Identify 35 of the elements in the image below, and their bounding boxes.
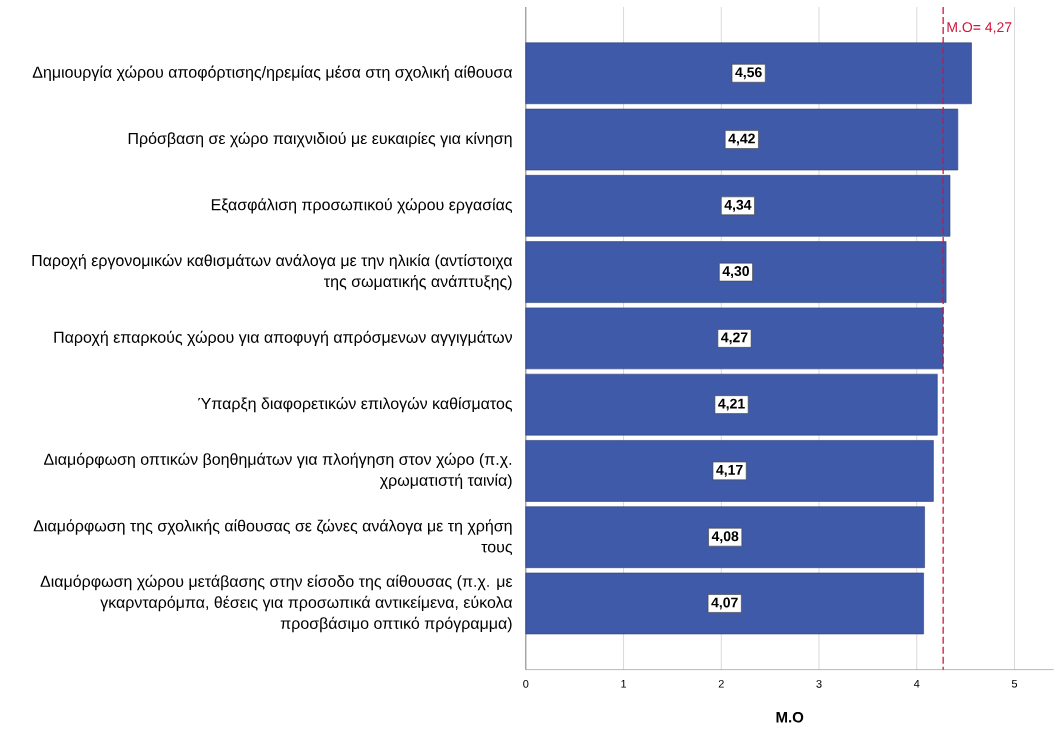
data-label: 4,08 bbox=[711, 531, 739, 544]
bar bbox=[525, 175, 951, 237]
data-label: 4,34 bbox=[724, 199, 752, 212]
bar bbox=[525, 42, 972, 105]
y-tick-label: Διαμόρφωση οπτικών βοηθημάτων για πλοήγηση στον χώρο (π.χ. χρωματιστή ταινία) bbox=[43, 452, 512, 490]
x-tick-label: 1 bbox=[621, 680, 627, 688]
data-label: 4,27 bbox=[721, 332, 748, 345]
y-tick-label: Διαμόρφωση της σχολικής αίθουσας σε ζώνες ανάλογα με τη χρήση τους bbox=[33, 519, 513, 556]
x-tick-label: 5 bbox=[1011, 680, 1018, 688]
x-tick-label: 0 bbox=[523, 680, 529, 688]
x-tick-label: 2 bbox=[718, 680, 724, 688]
bar bbox=[525, 440, 934, 502]
data-label: 4,17 bbox=[716, 465, 743, 477]
x-tick-label: 4 bbox=[913, 680, 920, 688]
data-label: 4,07 bbox=[711, 597, 738, 610]
y-tick-label: Δημιουργία χώρου αποφόρτισης/ηρεμίας μέσα στη σχολική αίθουσα bbox=[32, 65, 513, 82]
data-label: 4,56 bbox=[735, 67, 762, 80]
y-tick-label: Πρόσβαση σε χώρο παιχνιδιού με ευκαιρίες για κίνηση bbox=[128, 132, 512, 148]
y-tick-label: Διαμόρφωση χώρου μετάβασης στην είσοδο της αίθουσας (π.χ. με γκαρνταρόμπα, θέσεις για προσωπικά αντικείμενα, εύκολα προσβάσιμο οπτικό πρόγραμμα) bbox=[40, 574, 513, 633]
x-tick-label: 3 bbox=[816, 680, 822, 688]
data-label: 4,21 bbox=[718, 398, 745, 411]
bar bbox=[525, 374, 938, 436]
bar bbox=[525, 108, 959, 171]
x-axis-title: M.O bbox=[776, 712, 804, 723]
y-tick-label: Παροχή επαρκούς χώρου για αποφυγή απρόσμενων αγγιγμάτων bbox=[54, 330, 512, 347]
y-tick-label: Ύπαρξη διαφορετικών επιλογών καθίσματος bbox=[198, 397, 513, 413]
y-tick-label: Εξασφάλιση προσωπικού χώρου εργασίας bbox=[211, 198, 513, 214]
data-label: 4,42 bbox=[728, 133, 755, 146]
data-label: 4,30 bbox=[722, 266, 749, 279]
bar bbox=[525, 241, 947, 304]
ref-line-label: M.O= 4,27 bbox=[947, 22, 1012, 34]
bar bbox=[525, 506, 925, 569]
bar bbox=[525, 572, 924, 635]
bar bbox=[525, 307, 944, 370]
y-tick-label: Παροχή εργονομικών καθισμάτων ανάλογα με την ηλικία (αντίστοιχα της σωματικής ανάπτυξης) bbox=[32, 254, 513, 291]
